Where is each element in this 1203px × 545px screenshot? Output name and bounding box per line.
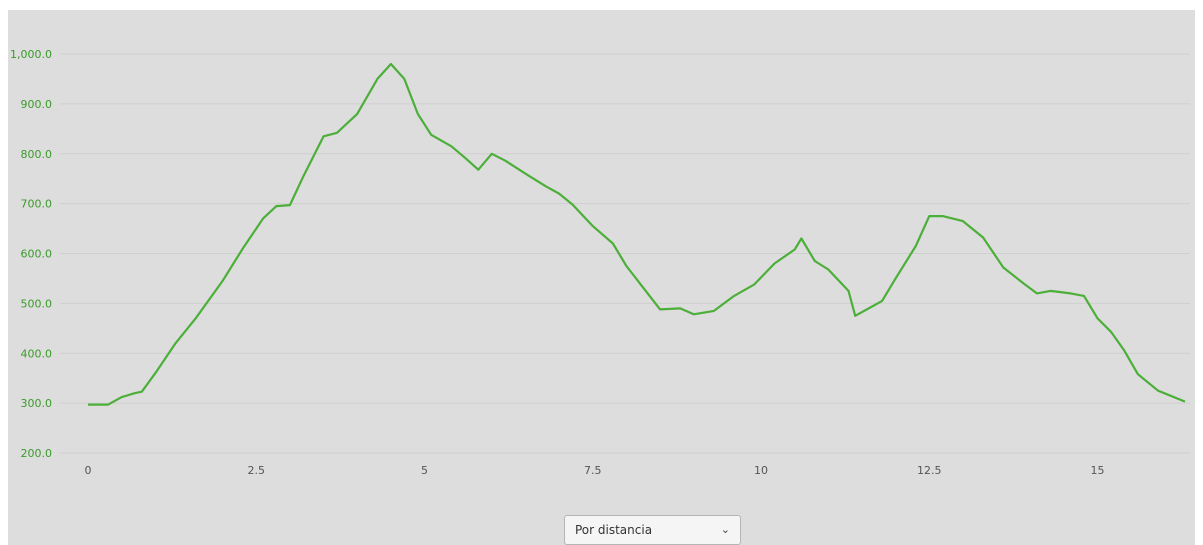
- series-layer: [88, 62, 1186, 406]
- x-tick-label: 15: [1091, 464, 1105, 477]
- y-axis-labels: 200.0 300.0 400.0 500.0 600.0 700.0 800.0 900.0…: [10, 48, 52, 460]
- x-tick-label: 5: [421, 464, 428, 477]
- x-axis-labels: 0 2.5 5 7.5 10 12.5 15: [85, 464, 1105, 477]
- chevron-down-icon: ⌄: [720, 523, 730, 536]
- y-tick-label: 700.0: [21, 198, 53, 211]
- x-tick-label: 7.5: [584, 464, 602, 477]
- plot-background: [8, 10, 1195, 545]
- y-tick-label: 1,000.0: [10, 48, 52, 61]
- top-strip: [0, 0, 1203, 10]
- y-tick-label: 500.0: [21, 297, 53, 310]
- y-tick-label: 400.0: [21, 347, 53, 360]
- y-tick-label: 600.0: [21, 248, 53, 261]
- elevation-line-0: [88, 62, 1186, 406]
- mode-select-value: Por distancia: [575, 523, 653, 537]
- grid-layer: [60, 53, 1190, 454]
- y-tick-label: 200.0: [21, 447, 53, 460]
- x-tick-label: 0: [85, 464, 92, 477]
- x-tick-label: 10: [754, 464, 768, 477]
- x-tick-label: 2.5: [248, 464, 266, 477]
- mode-select[interactable]: Por distancia ⌄: [564, 515, 741, 545]
- y-tick-label: 900.0: [21, 98, 53, 111]
- y-tick-label: 300.0: [21, 397, 53, 410]
- y-tick-label: 800.0: [21, 148, 53, 161]
- x-tick-label: 12.5: [917, 464, 942, 477]
